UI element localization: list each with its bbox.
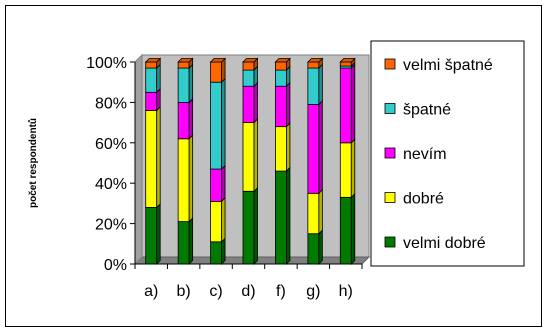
legend-label: nevím <box>403 146 447 163</box>
x-tick-label-6: h) <box>339 283 353 300</box>
legend-label: špatné <box>403 102 451 119</box>
bar-segment-špatné-5 <box>307 63 323 106</box>
bar-segment-dobré-4 <box>275 122 291 173</box>
legend-swatch <box>384 192 396 203</box>
legend-label: velmi dobré <box>403 235 486 252</box>
bar-segment-špatné-0 <box>145 63 161 94</box>
bar-segment-dobré-5 <box>307 188 323 235</box>
legend: velmi špatné špatné nevím dobré velmi dobré <box>370 40 525 267</box>
bar-segment-velmi-dobré-3 <box>242 186 258 265</box>
legend-item-nevím: nevím <box>384 146 447 163</box>
legend-swatch <box>384 147 396 159</box>
y-axis-label: počet respondentů <box>27 118 39 208</box>
bar-segment-dobré-3 <box>242 118 258 193</box>
bar-segment-nevím-3 <box>242 81 258 124</box>
y-tick-label-0: 0% <box>104 257 127 274</box>
y-tick-label-3: 60% <box>95 136 127 153</box>
legend-item-velmi-špatné: velmi špatné <box>384 57 493 74</box>
legend-item-špatné: špatné <box>384 102 451 119</box>
bar-segment-špatné-1 <box>177 63 194 104</box>
x-tick-label-2: c) <box>209 283 222 300</box>
bar-segment-velmi-dobré-5 <box>307 229 323 265</box>
bar-segment-nevím-2 <box>210 164 226 203</box>
bar-segment-dobré-6 <box>339 138 356 199</box>
bar-segment-dobré-0 <box>145 106 161 209</box>
bar-segment-velmi-špatné-3 <box>242 57 259 72</box>
y-tick-label-2: 40% <box>95 176 127 193</box>
bar-segment-nevím-5 <box>307 99 323 195</box>
y-tick-label-5: 100% <box>86 55 127 72</box>
bar-segment-dobré-2 <box>210 196 226 243</box>
bar-segment-velmi-dobré-1 <box>177 217 194 265</box>
bar-segment-dobré-1 <box>177 134 194 223</box>
bar-segment-velmi-špatné-6 <box>339 57 356 68</box>
bars-group: a) b) c) d) f) g) h) <box>144 57 356 300</box>
bar-segment-velmi-dobré-6 <box>339 192 356 265</box>
x-tick-label-5: g) <box>306 283 320 300</box>
bar-segment-velmi-špatné-4 <box>274 57 291 72</box>
x-tick-label-1: b) <box>177 283 191 300</box>
x-tick-label-3: d) <box>241 283 255 300</box>
y-tick-label-1: 20% <box>95 217 127 234</box>
bar-segment-nevím-4 <box>275 81 291 128</box>
legend-swatch <box>384 103 396 114</box>
plot-side-wall <box>134 53 143 266</box>
x-tick-label-0: a) <box>144 283 158 300</box>
legend-item-velmi-dobré: velmi dobré <box>384 235 486 252</box>
bar-segment-nevím-1 <box>177 97 194 140</box>
bar-segment-velmi-špatné-1 <box>177 57 194 70</box>
axes-group: 0% 20% 40% 60% 80% 100% <box>86 55 363 274</box>
bar-segment-velmi-špatné-2 <box>209 57 227 84</box>
bar-segment-velmi-špatné-0 <box>144 57 162 70</box>
legend-label: dobré <box>403 191 444 208</box>
bar-segment-velmi-dobré-0 <box>145 202 161 265</box>
legend-item-dobré: dobré <box>384 191 444 208</box>
y-tick-label-4: 80% <box>95 95 127 112</box>
bar-segment-velmi-špatné-5 <box>306 57 324 70</box>
bar-segment-špatné-2 <box>210 77 226 171</box>
bar-segment-nevím-6 <box>339 63 356 144</box>
legend-swatch <box>384 236 396 248</box>
legend-box <box>370 40 525 267</box>
bar-segment-velmi-dobré-4 <box>275 166 291 265</box>
legend-label: velmi špatné <box>403 57 493 74</box>
legend-swatch <box>384 58 396 70</box>
x-tick-label-4: f) <box>276 283 286 300</box>
